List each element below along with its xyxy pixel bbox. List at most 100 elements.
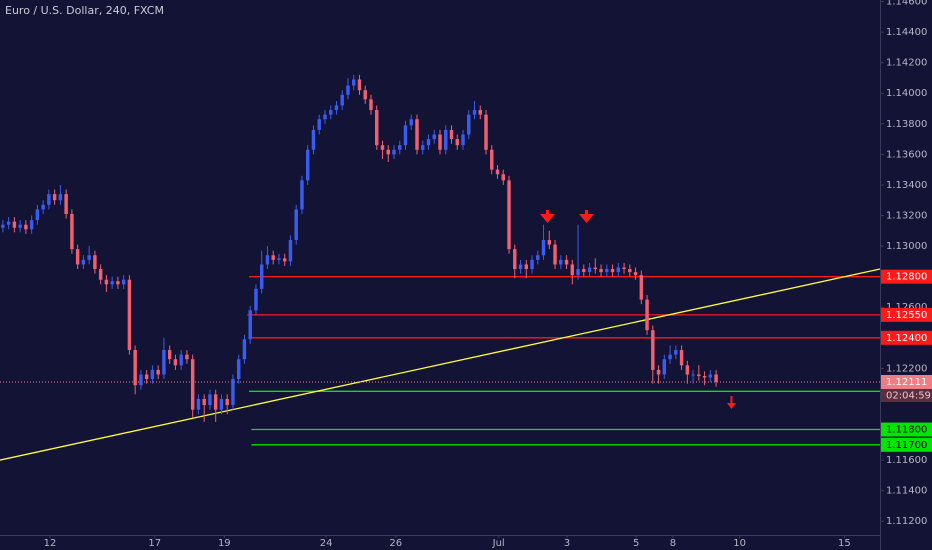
candle-body	[467, 114, 471, 135]
x-tick-label: 24	[320, 538, 333, 549]
candle-body	[41, 204, 45, 210]
candle-body	[403, 125, 408, 146]
trendline	[0, 268, 881, 461]
candle-body	[311, 129, 316, 150]
candle-body	[6, 221, 11, 225]
candle-body	[495, 169, 500, 175]
candle-body	[541, 239, 546, 256]
candle-body	[167, 350, 172, 360]
candle-body	[277, 258, 281, 260]
candle-body	[461, 134, 465, 146]
x-tick-label: 19	[218, 538, 231, 549]
x-tick-label: 12	[44, 538, 57, 549]
candle-body	[524, 264, 528, 270]
candle-body	[536, 255, 540, 260]
candle-body	[265, 255, 270, 265]
candle-body	[116, 281, 120, 285]
y-tick-label: 1.14200	[886, 58, 927, 69]
candle-body	[380, 145, 385, 150]
level-label-box	[881, 330, 932, 345]
candle-body	[248, 310, 252, 340]
candle-body	[645, 299, 649, 331]
candle-body	[242, 339, 247, 360]
candle-body	[513, 249, 517, 270]
candle-body	[47, 194, 51, 205]
candle-body	[639, 275, 644, 300]
y-tick-label: 1.11400	[886, 486, 927, 497]
candle-body	[605, 269, 609, 273]
countdown-box	[881, 388, 932, 402]
candle-body	[81, 259, 86, 265]
candle-body	[651, 330, 655, 370]
candle-body	[29, 220, 34, 230]
candle-body	[12, 221, 17, 228]
candle-body	[231, 379, 235, 406]
candle-body	[121, 279, 126, 285]
candle-body	[472, 110, 477, 115]
candle-body	[271, 255, 275, 260]
candle-body	[559, 259, 563, 265]
candle-body	[213, 394, 218, 410]
level-label-box	[881, 307, 932, 322]
candle-body	[52, 194, 57, 201]
candle-body	[185, 354, 189, 360]
candle-body	[156, 369, 160, 375]
candle-body	[87, 255, 91, 260]
candle-body	[70, 214, 74, 250]
candle-body	[415, 119, 419, 150]
candle-body	[628, 269, 632, 273]
candle-body	[225, 398, 229, 406]
candle-body	[334, 105, 339, 111]
candle-body	[18, 224, 22, 228]
candle-body	[587, 267, 592, 273]
candle-body	[616, 267, 621, 273]
candle-body	[24, 224, 28, 230]
x-tick-label: 26	[389, 538, 402, 549]
candle-body	[518, 264, 523, 270]
candle-body	[702, 376, 707, 378]
countdown-label: 02:04:59	[886, 390, 931, 401]
y-tick-label: 1.11200	[886, 516, 927, 527]
candle-body	[288, 239, 293, 262]
candle-body	[93, 255, 97, 270]
candle-body	[501, 174, 505, 181]
y-tick-label: 1.12600	[886, 302, 927, 313]
candle-body	[64, 194, 68, 214]
candle-body	[317, 119, 321, 130]
level-label: 1.12400	[886, 333, 927, 344]
candle-body	[455, 139, 459, 146]
x-tick-label: 8	[670, 538, 676, 549]
candle-body	[708, 374, 713, 378]
candle-body	[656, 369, 661, 375]
x-tick-label: 3	[564, 538, 570, 549]
x-tick-label: 10	[733, 538, 746, 549]
y-tick-label: 1.13000	[886, 241, 927, 252]
candle-body	[714, 374, 718, 382]
candle-body	[386, 149, 390, 155]
candle-body	[674, 350, 678, 355]
candle-body	[104, 279, 109, 285]
candle-body	[622, 267, 626, 270]
y-tick-label: 1.11600	[886, 455, 927, 466]
candle-body	[490, 149, 494, 170]
level-label-box	[881, 437, 932, 452]
candle-body	[369, 99, 373, 111]
level-label: 1.11800	[886, 425, 927, 436]
candle-body	[564, 259, 569, 265]
candle-body	[375, 110, 379, 146]
candle-body	[553, 244, 557, 265]
candle-body	[196, 398, 201, 410]
candle-body	[679, 350, 684, 366]
candle-body	[444, 129, 448, 150]
candle-body	[236, 359, 241, 380]
candle-body	[426, 139, 431, 146]
candle-body	[484, 114, 488, 150]
candle-body	[478, 110, 482, 115]
candle-body	[300, 180, 304, 210]
candle-body	[1, 224, 5, 228]
candle-body	[668, 354, 672, 360]
candle-body	[179, 354, 183, 366]
candle-body	[202, 398, 206, 406]
